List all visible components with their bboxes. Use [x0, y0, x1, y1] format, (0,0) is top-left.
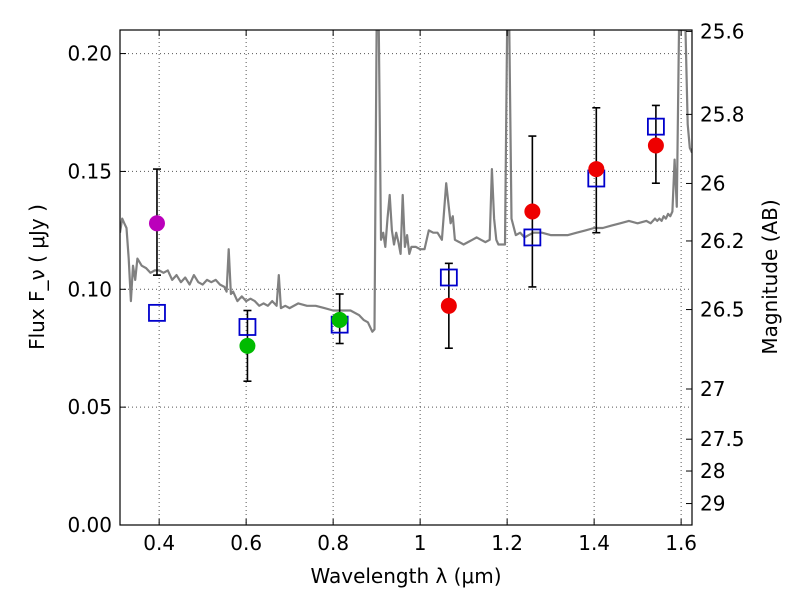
y-tick-label: 0.05: [67, 395, 112, 419]
x-tick-label: 1.2: [491, 531, 523, 555]
plot-background: [120, 30, 692, 525]
plot-area: [120, 30, 692, 333]
right-tick-label: 26.2: [700, 229, 745, 253]
observed-point: [331, 311, 348, 328]
model-photometry-box: [439, 268, 458, 287]
model-photometry-box: [646, 117, 665, 136]
x-axis-label: Wavelength λ (μm): [310, 564, 501, 588]
right-tick-label: 25.8: [700, 102, 745, 126]
right-tick-label: 27: [700, 377, 725, 401]
model-photometry-box: [238, 318, 257, 336]
data-markers: [148, 104, 665, 383]
x-tick-label: 1.6: [665, 531, 697, 555]
observed-point: [647, 137, 664, 154]
right-tick-label: 26: [700, 171, 725, 195]
x-tick-label: 1.4: [578, 531, 610, 555]
y-axis-right-label: Magnitude (AB): [758, 199, 782, 354]
y-tick-label: 0.10: [67, 277, 112, 301]
x-tick-label: 1: [414, 531, 427, 555]
right-tick-label: 28: [700, 459, 725, 483]
y-tick-label: 0.15: [67, 159, 112, 183]
observed-point: [588, 161, 605, 178]
y-tick-label: 0.00: [67, 513, 112, 537]
x-tick-label: 0.4: [143, 531, 175, 555]
observed-point: [148, 215, 165, 232]
right-tick-label: 29: [700, 492, 725, 516]
x-tick-label: 0.8: [317, 531, 349, 555]
y-axis-label: Flux F_ν ( μJy ): [25, 204, 49, 350]
observed-point: [239, 337, 256, 354]
x-tick-label: 0.6: [230, 531, 262, 555]
y-tick-label: 0.20: [67, 42, 112, 66]
model-photometry-box: [148, 303, 166, 322]
right-tick-label: 27.5: [700, 427, 745, 451]
observed-point: [440, 297, 457, 314]
ticks: 0.4 0.6 0.8 1 1.2 1.4 1.6 0.00 0.05 0.10 0.15 0.20 2…: [67, 19, 744, 555]
model-photometry-box: [523, 228, 542, 247]
observed-point: [524, 203, 541, 220]
right-tick-label: 25.6: [700, 19, 745, 43]
right-tick-label: 26.5: [700, 298, 745, 322]
plot-frame: [119, 29, 693, 526]
model-spectrum-line: [120, 30, 692, 333]
